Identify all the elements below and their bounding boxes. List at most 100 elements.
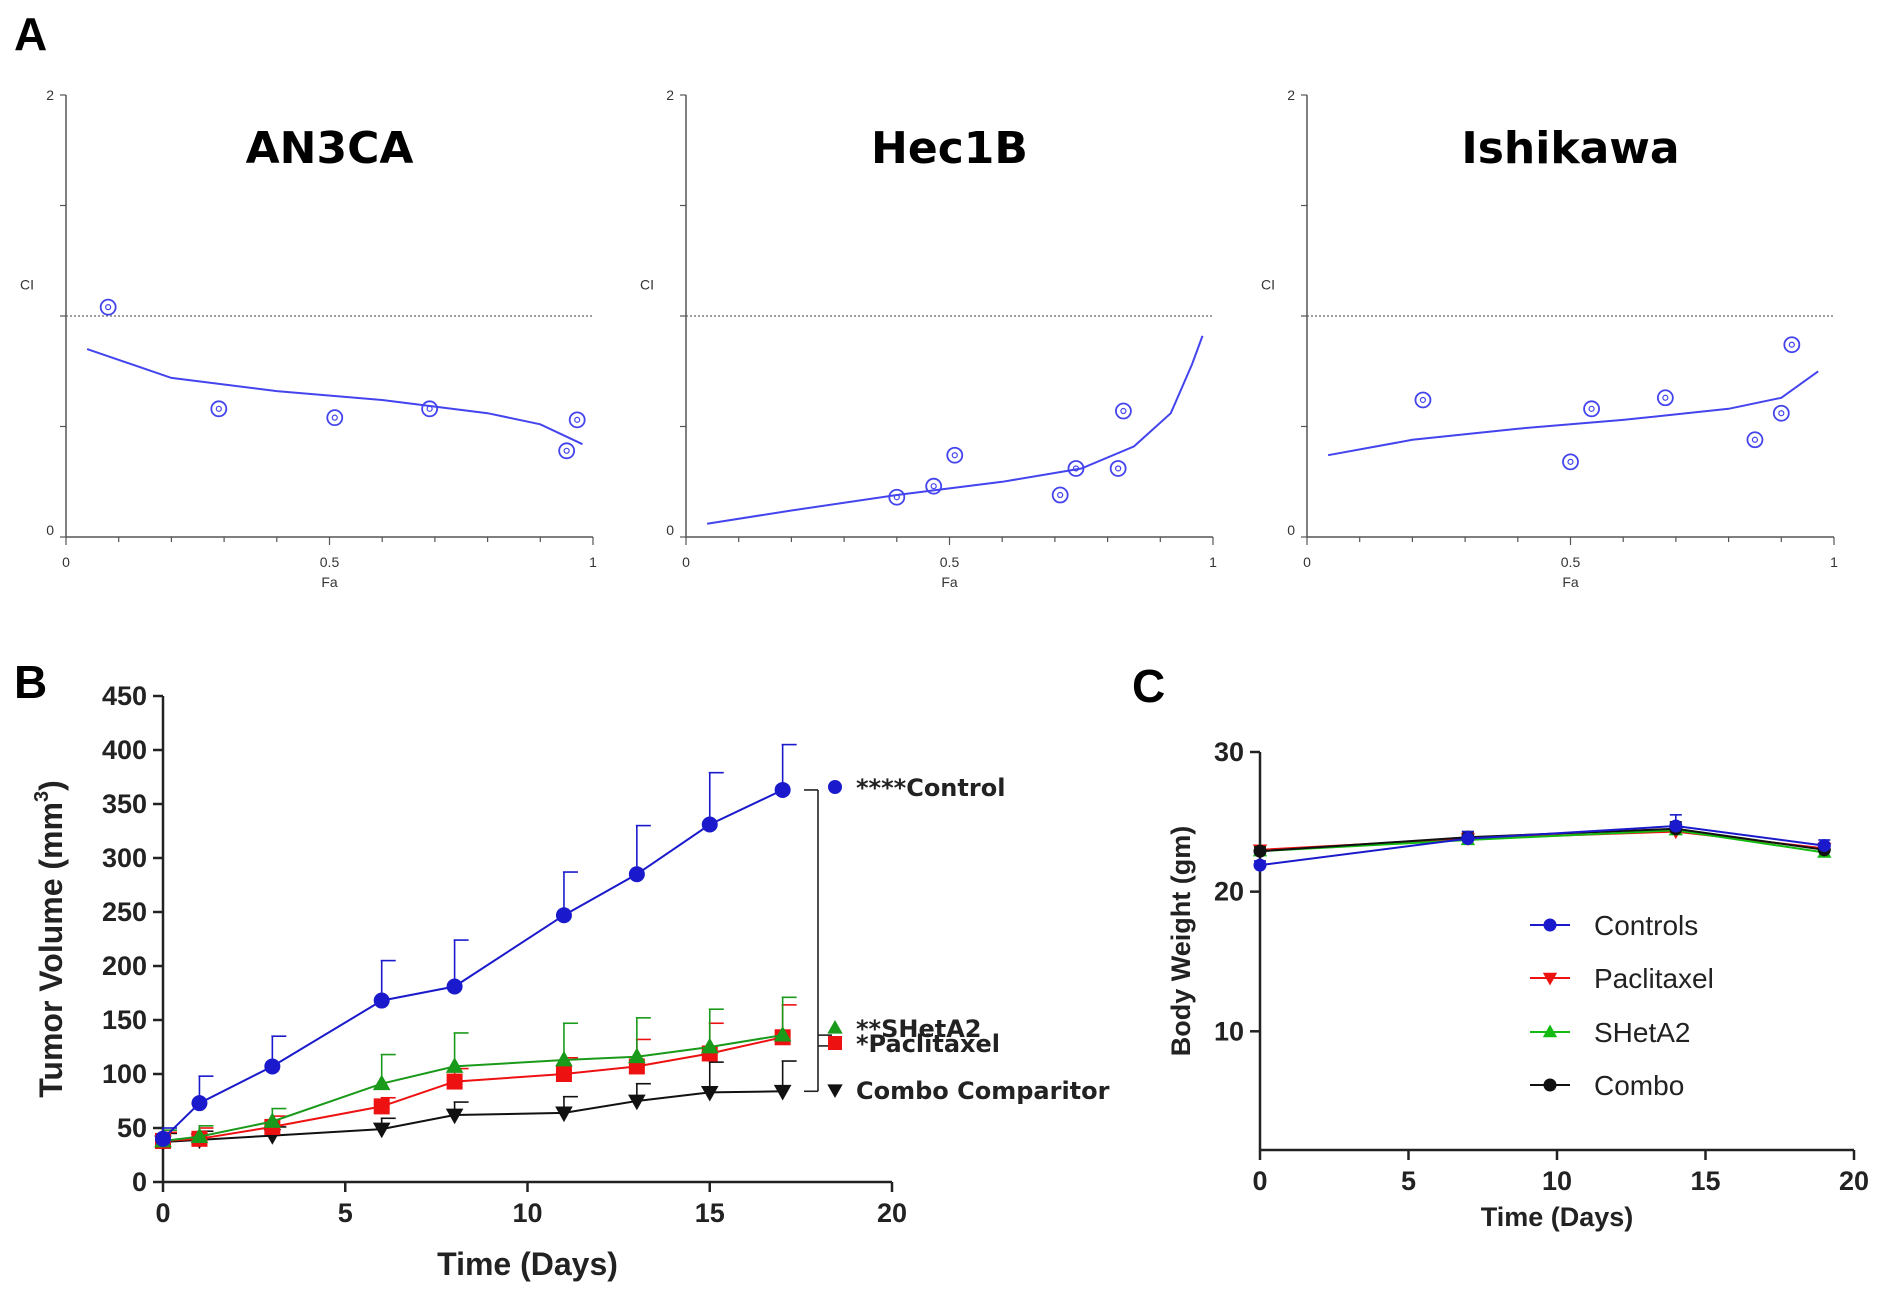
data-point-ring [570,412,585,427]
x-tick-label: 1 [1830,554,1838,570]
data-point [947,448,962,463]
data-point-center [1121,409,1126,414]
x-tick-label: 0 [682,554,690,570]
series-line [163,790,783,1139]
data-point [1053,488,1068,503]
series-line [163,1091,783,1142]
legend-marker [828,1036,842,1050]
x-tick-label: 0.5 [320,554,340,570]
series-sheta2 [1253,823,1832,858]
y-tick-label: 2 [666,87,674,103]
data-point [570,412,585,427]
chart-title: Ishikawa [1461,123,1679,174]
x-tick-label: 0 [155,1198,170,1228]
legend-label: Combo Comparitor [856,1077,1110,1105]
data-point-center [332,415,337,420]
x-axis-label: Fa [941,574,958,590]
legend-item: Controls [1530,910,1698,941]
data-point [1584,401,1599,416]
series-sheta [154,997,796,1147]
data-point-center [575,417,580,422]
x-tick-label: 10 [1542,1166,1572,1196]
series-control [155,745,797,1147]
panel-label-a: A [14,8,47,60]
data-point-center [1116,466,1121,471]
data-point-ring [422,401,437,416]
legend-item: Combo [1530,1070,1684,1101]
ci-plot-an3ca: 0 0.5 1 0 2 Fa CI AN3CA [20,87,597,590]
data-point [1747,432,1762,447]
data-point [1563,454,1578,469]
data-point-center [1789,342,1794,347]
data-point-ring [211,401,226,416]
data-point-center [564,448,569,453]
y-tick-label: 100 [102,1059,147,1089]
y-axis-label-end: ) [33,780,69,791]
data-point-ring [1053,488,1068,503]
legend-label: Paclitaxel [1594,963,1714,994]
panel-b-tumor-volume-chart: 0501001502002503003504004500 5 10 15 20Time … [31,681,1110,1282]
data-marker [775,782,791,798]
panel-label-b: B [14,656,47,708]
data-point-ring [1784,337,1799,352]
data-point [1658,390,1673,405]
data-point-center [931,484,936,489]
x-tick-label: 0 [1252,1166,1267,1196]
data-point-ring [101,300,116,315]
data-point-center [952,453,957,458]
data-point [1774,406,1789,421]
data-point [422,401,437,416]
data-marker [1254,845,1267,858]
x-axis-label: Time (Days) [1481,1202,1634,1232]
data-marker [374,1098,390,1114]
data-point-center [216,406,221,411]
data-point-ring [559,443,574,458]
y-axis-label-superscript: 3 [31,791,53,802]
chart-title: Hec1B [871,123,1028,174]
fit-curve [707,336,1202,524]
legend-label: *Paclitaxel [856,1030,1000,1058]
legend-marker [1544,919,1557,932]
data-point-ring [327,410,342,425]
x-tick-label: 5 [338,1198,353,1228]
data-marker [1818,839,1831,852]
x-tick-label: 5 [1401,1166,1416,1196]
y-tick-label: 0 [132,1167,147,1197]
data-point-ring [1584,401,1599,416]
x-tick-label: 20 [877,1198,907,1228]
data-point-center [1752,437,1757,442]
panel-c-body-weight-chart: 1020300 5 10 15 20Time (Days)Body Weight (gm… [1166,737,1869,1232]
x-axis-label: Time (Days) [437,1246,618,1282]
data-point [101,300,116,315]
chart-title: AN3CA [246,123,414,174]
series-controls [1254,815,1831,872]
data-marker [447,1074,463,1090]
x-tick-label: 1 [1209,554,1217,570]
legend-label: SHetA2 [1594,1017,1691,1048]
data-point [1116,404,1131,419]
data-marker [1461,832,1474,845]
data-point [211,401,226,416]
y-axis-label-text: Tumor Volume (mm [33,802,69,1098]
data-marker [774,1085,792,1101]
legend-label: Combo [1594,1070,1684,1101]
data-point-ring [1111,461,1126,476]
data-point-center [1058,493,1063,498]
data-point [327,410,342,425]
data-marker [629,866,645,882]
ci-plot-hec1b: 0 0.5 1 0 2 Fa CI Hec1B [640,87,1217,590]
legend-item: Paclitaxel [1530,963,1714,994]
x-tick-label: 15 [1690,1166,1720,1196]
data-marker [555,1106,573,1122]
figure: A B C 0 0.5 102FaCIAN3CA0 0.5 102FaCIHec1B0 0… [0,0,1886,1290]
y-tick-label: 2 [46,87,54,103]
legend-marker [827,1084,842,1098]
data-marker [1254,859,1267,872]
data-marker [556,1066,572,1082]
data-point [1415,392,1430,407]
data-point [1784,337,1799,352]
x-tick-label: 1 [589,554,597,570]
x-tick-label: 15 [695,1198,725,1228]
data-point-ring [1116,404,1131,419]
data-point [926,479,941,494]
